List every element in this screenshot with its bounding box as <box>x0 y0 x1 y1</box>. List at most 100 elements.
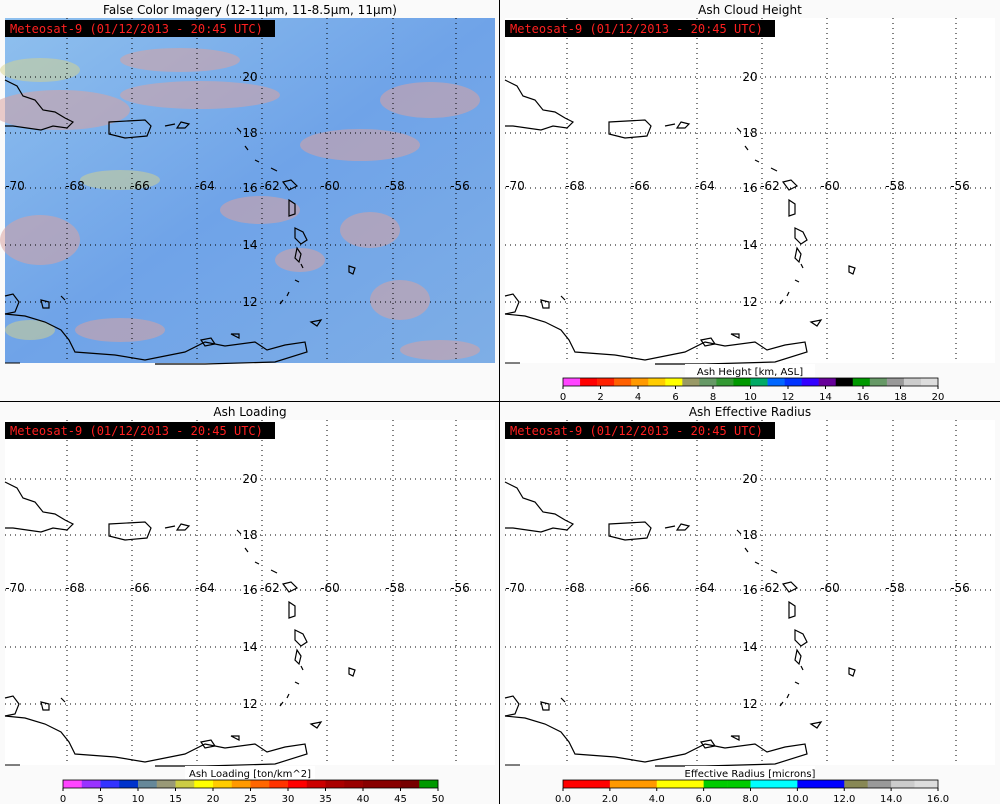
colorbar-segment <box>580 378 598 386</box>
longitude-label: -70 <box>505 179 525 193</box>
map-area <box>5 420 495 765</box>
colorbar-label: Ash Loading [ton/km^2] <box>189 769 311 780</box>
longitude-label: -56 <box>450 581 470 595</box>
colorbar-tick-label: 14 <box>819 392 832 403</box>
colorbar-segment <box>656 780 681 788</box>
colorbar-segment <box>801 378 819 386</box>
colorbar-tick-label: 8.0 <box>743 794 759 804</box>
colorbar-tick-label: 0 <box>60 794 66 804</box>
colorbar-tick-label: 20 <box>932 392 945 403</box>
cloud <box>370 280 430 320</box>
colorbar-segment <box>250 780 270 788</box>
longitude-label: -64 <box>695 581 715 595</box>
latitude-label: 16 <box>242 181 257 195</box>
latitude-label: 18 <box>242 528 257 542</box>
colorbar-segment <box>844 780 868 788</box>
longitude-label: -56 <box>950 581 970 595</box>
longitude-label: -66 <box>630 581 650 595</box>
colorbar-tick-label: 14.0 <box>880 794 902 804</box>
colorbar-tick-label: 6.0 <box>696 794 712 804</box>
colorbar-segment <box>750 378 768 386</box>
stamp-background <box>5 422 275 439</box>
longitude-label: -68 <box>565 581 585 595</box>
colorbar-segment <box>563 780 587 788</box>
colorbar-tick-label: 12 <box>782 392 795 403</box>
colorbar-segment <box>835 378 854 386</box>
colorbar-segment <box>886 378 905 386</box>
longitude-label: -56 <box>950 179 970 193</box>
panel: 20 18 16 14 12 -70 -68 -66 -64 -62 -60 -58 -56 False … <box>0 0 500 402</box>
colorbar-segment <box>820 780 845 788</box>
colorbar-tick-label: 45 <box>394 794 407 804</box>
stamp: Meteosat-9 (01/12/2013 - 20:45 UTC) <box>510 424 763 438</box>
colorbar-tick-label: 0.0 <box>555 794 571 804</box>
colorbar-segment <box>419 780 439 788</box>
colorbar-segment <box>867 780 892 788</box>
colorbar-segment <box>733 378 751 386</box>
colorbar-tick-label: 15 <box>169 794 182 804</box>
colorbar-segment <box>344 780 364 788</box>
colorbar-tick-label: 30 <box>282 794 295 804</box>
colorbar-segment <box>903 378 922 386</box>
colorbar-segment <box>597 378 615 386</box>
colorbar-segment <box>269 780 289 788</box>
colorbar-tick-label: 10.0 <box>786 794 808 804</box>
colorbar-tick-label: 12.0 <box>833 794 855 804</box>
colorbar-tick-label: 0 <box>560 392 566 403</box>
colorbar-segment <box>633 780 658 788</box>
colorbar-segment <box>400 780 420 788</box>
cloud <box>300 129 420 161</box>
cloud <box>120 48 240 72</box>
panel: 20 18 16 14 12 -70 -68 -66 -64 -62 -60 -58 -56 Ash Ef… <box>500 402 1000 804</box>
colorbar-segment <box>81 780 101 788</box>
cloud <box>80 170 160 190</box>
colorbar-segment <box>648 378 666 386</box>
longitude-label: -60 <box>320 179 340 193</box>
colorbar-tick-label: 35 <box>319 794 332 804</box>
colorbar-label-background <box>685 766 815 779</box>
longitude-label: -58 <box>385 581 405 595</box>
cloud <box>75 318 165 342</box>
cloud <box>400 340 480 360</box>
longitude-label: -62 <box>760 179 780 193</box>
longitude-label: -60 <box>820 179 840 193</box>
colorbar-segment <box>665 378 683 386</box>
latitude-label: 20 <box>242 70 257 84</box>
colorbar-segment <box>750 780 775 788</box>
colorbar-segment <box>231 780 251 788</box>
colorbar-segment <box>699 378 717 386</box>
longitude-label: -58 <box>885 179 905 193</box>
longitude-label: -70 <box>505 581 525 595</box>
latitude-label: 20 <box>742 472 757 486</box>
colorbar-segment <box>381 780 401 788</box>
colorbar-tick-label: 6 <box>672 392 678 403</box>
colorbar-tick-label: 40 <box>357 794 370 804</box>
colorbar-tick-label: 10 <box>132 794 145 804</box>
colorbar-tick-label: 25 <box>244 794 257 804</box>
colorbar-label-background <box>685 364 815 377</box>
latitude-label: 18 <box>742 126 757 140</box>
colorbar-segment <box>682 378 700 386</box>
latitude-label: 16 <box>742 181 757 195</box>
stamp: Meteosat-9 (01/12/2013 - 20:45 UTC) <box>10 424 263 438</box>
colorbar-tick-label: 16 <box>857 392 870 403</box>
cloud <box>0 215 80 265</box>
colorbar-segment <box>194 780 214 788</box>
stamp-background <box>5 20 275 37</box>
colorbar-segment <box>213 780 233 788</box>
longitude-label: -68 <box>65 179 85 193</box>
colorbar-segment <box>614 378 632 386</box>
longitude-label: -62 <box>260 179 280 193</box>
colorbar-label: Ash Height [km, ASL] <box>697 367 803 378</box>
longitude-label: -62 <box>260 581 280 595</box>
longitude-label: -60 <box>820 581 840 595</box>
latitude-label: 12 <box>742 697 757 711</box>
longitude-label: -56 <box>450 179 470 193</box>
colorbar-segment <box>609 780 634 788</box>
colorbar-segment <box>175 780 195 788</box>
longitude-label: -66 <box>630 179 650 193</box>
colorbar-segment <box>63 780 83 788</box>
colorbar-segment <box>631 378 649 386</box>
colorbar-segment <box>869 378 888 386</box>
